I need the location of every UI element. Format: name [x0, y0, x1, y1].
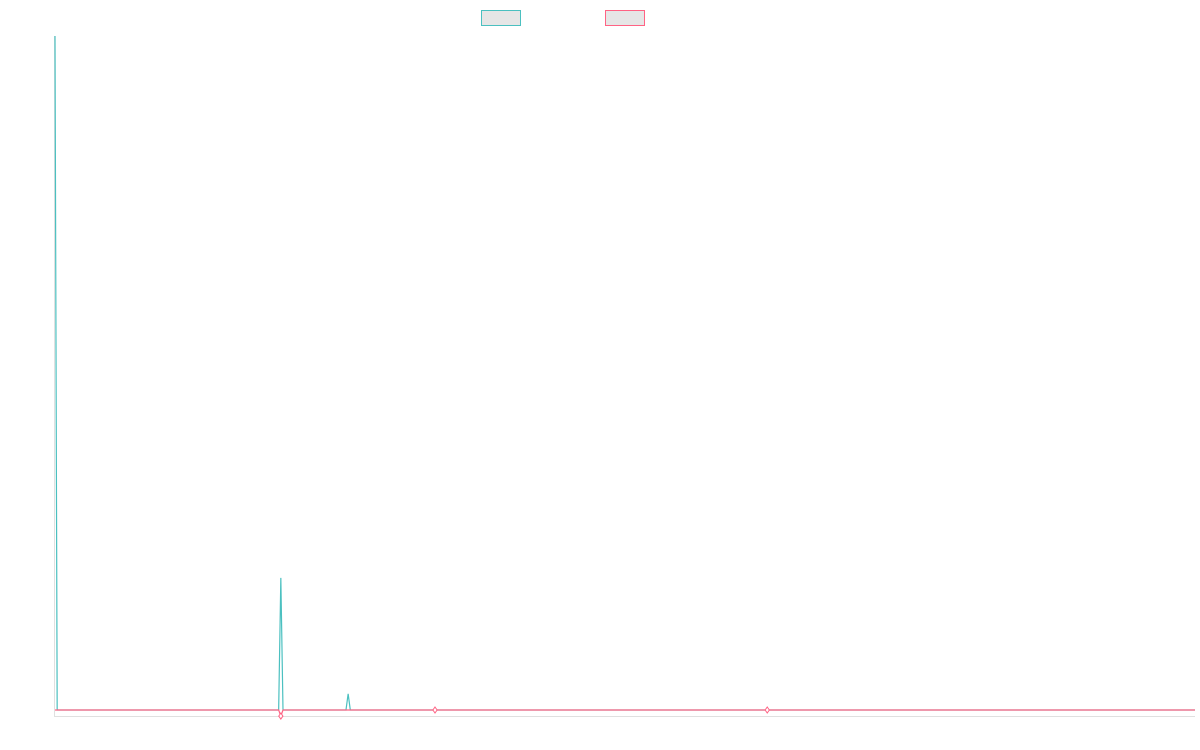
series-2-marker-2 — [432, 706, 438, 714]
series-line-2 — [55, 709, 1195, 718]
series-2-marker-3 — [764, 706, 770, 714]
legend-swatch-1[interactable] — [481, 10, 521, 26]
legend-swatch-2[interactable] — [605, 10, 645, 26]
axes — [54, 36, 1195, 717]
series-2-marker-1 — [278, 712, 284, 720]
legend[interactable] — [481, 10, 645, 26]
series-group — [54, 35, 1195, 720]
series-line-1 — [54, 35, 1195, 711]
